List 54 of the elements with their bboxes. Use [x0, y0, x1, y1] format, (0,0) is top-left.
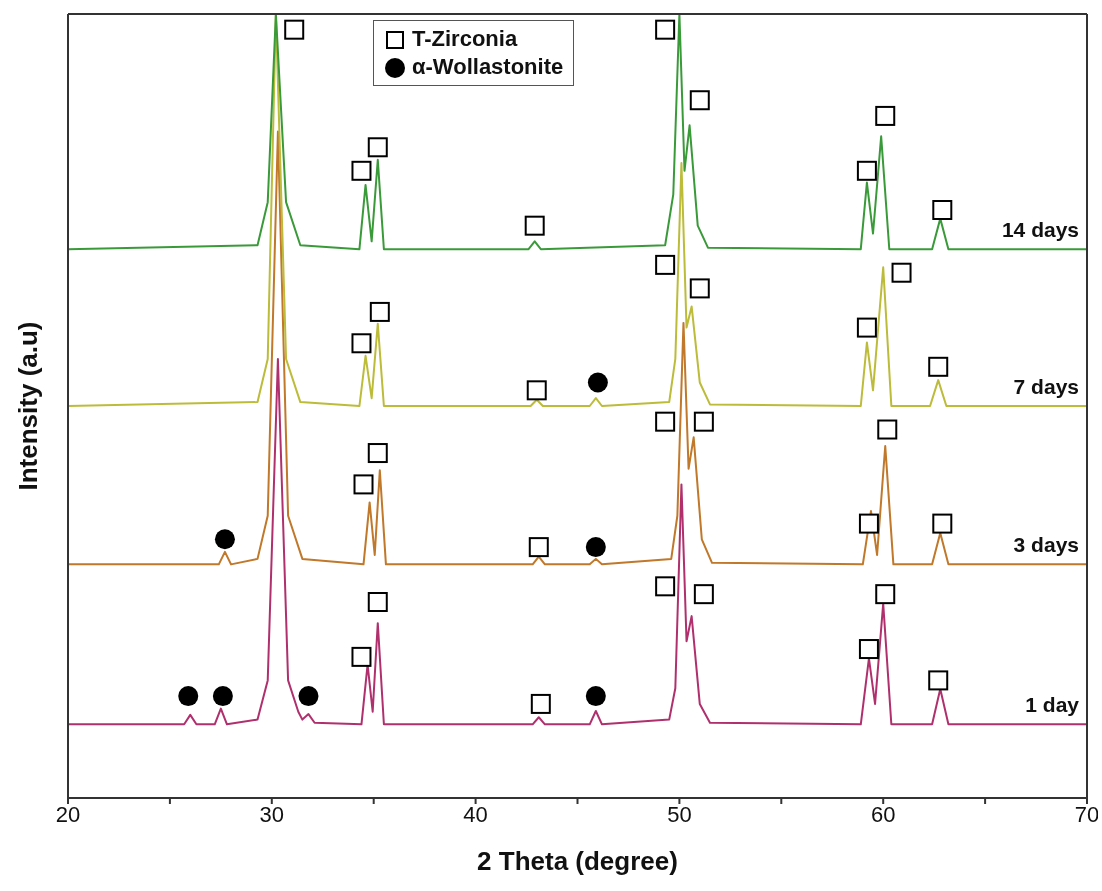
x-tick-label: 30 [259, 801, 285, 827]
series-label: 3 days [1013, 533, 1079, 557]
point [367, 443, 388, 464]
x-tick-label: 40 [463, 801, 488, 827]
point [693, 584, 714, 605]
point [585, 686, 606, 707]
point [856, 160, 877, 181]
point [351, 160, 372, 181]
x-tick-label: 60 [870, 801, 896, 827]
point [351, 646, 372, 667]
point [875, 584, 896, 605]
point [369, 301, 390, 322]
point [891, 262, 912, 283]
point [178, 686, 199, 707]
point [689, 90, 710, 111]
point [353, 474, 374, 495]
point [351, 333, 372, 354]
series-label: 1 day [1025, 693, 1080, 717]
y-axis-title: Intensity (a.u) [13, 321, 44, 491]
point [928, 356, 949, 377]
point [689, 278, 710, 299]
point [856, 317, 877, 338]
point [214, 529, 235, 550]
x-tick-label: 50 [667, 801, 692, 827]
point [655, 254, 676, 275]
point [655, 19, 676, 40]
point [585, 537, 606, 558]
series-label: 7 days [1013, 375, 1079, 398]
point [928, 670, 949, 691]
point [528, 537, 549, 558]
point [524, 215, 545, 236]
legend-label: T-Zirconia [412, 26, 518, 51]
point [530, 693, 551, 714]
point [858, 639, 879, 660]
point [587, 372, 608, 393]
point [693, 411, 714, 432]
x-axis-title: 2 Theta (degree) [477, 846, 678, 876]
point [858, 513, 879, 534]
point [298, 686, 319, 707]
point [877, 419, 898, 440]
series-label: 14 days [1001, 218, 1079, 242]
point [932, 513, 953, 534]
point [212, 686, 233, 707]
x-tick-label: 70 [1074, 801, 1100, 827]
point [526, 380, 547, 401]
point [367, 592, 388, 612]
point [932, 200, 953, 220]
point [284, 19, 305, 40]
point [655, 576, 676, 597]
point [367, 137, 388, 158]
legend-label: α-Wollastonite [412, 54, 564, 79]
x-tick-label: 20 [55, 801, 81, 827]
point [655, 411, 676, 432]
point [875, 105, 896, 126]
